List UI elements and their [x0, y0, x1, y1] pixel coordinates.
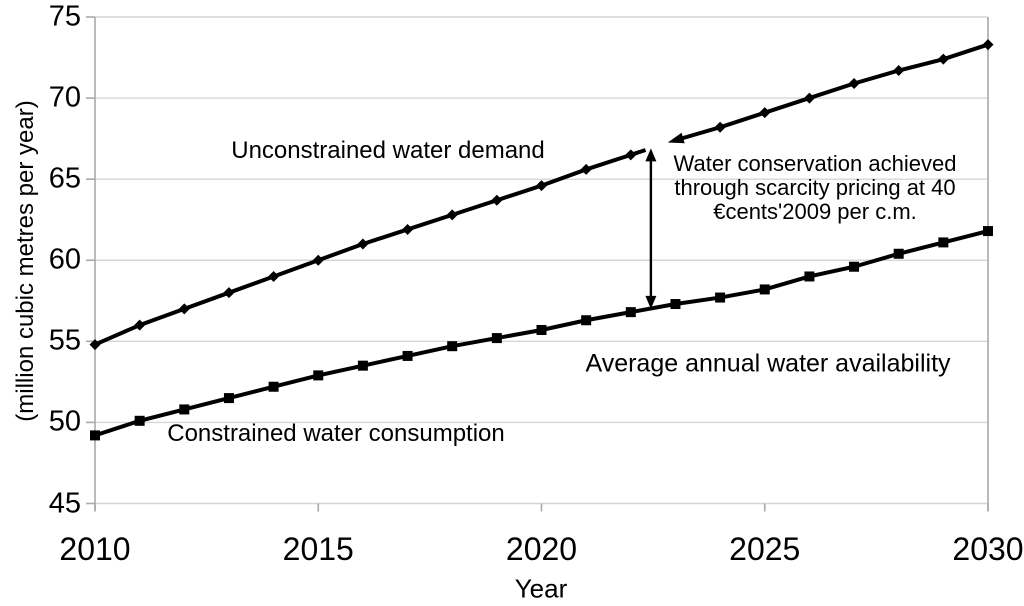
square-marker: [670, 299, 681, 310]
diamond-marker: [536, 180, 547, 192]
y-tick-label-45: 45: [48, 487, 81, 519]
conservation-annotation-line-3: €cents'2009 per c.m.: [713, 199, 917, 224]
square-marker: [179, 404, 190, 415]
diamond-marker: [89, 339, 101, 351]
square-marker: [491, 333, 502, 344]
diamond-marker: [312, 254, 324, 266]
diamond-marker: [178, 303, 190, 315]
square-marker: [447, 341, 458, 352]
conservation-annotation-line-2: through scarcity pricing at 40: [674, 175, 956, 200]
x-tick-label-2030: 2030: [952, 531, 1024, 567]
y-tick-label-65: 65: [48, 162, 81, 195]
square-marker: [983, 226, 993, 237]
square-marker: [134, 415, 145, 426]
diamond-marker: [446, 209, 458, 221]
diamond-marker: [223, 287, 235, 299]
demand-polyline-right: [674, 42, 989, 143]
y-axis-title: (million cubic metres per year): [12, 100, 39, 422]
square-marker: [759, 284, 770, 295]
diamond-marker: [357, 238, 369, 250]
consumption-line: [90, 226, 993, 441]
x-tick-label-2010: 2010: [59, 531, 131, 567]
consumption-series-label: Constrained water consumption: [167, 420, 505, 447]
x-axis-title: Year: [514, 573, 568, 604]
square-marker: [90, 430, 100, 441]
line-resume-arrowhead: [667, 132, 685, 144]
availability-label: Average annual water availability: [585, 349, 951, 378]
square-marker: [223, 393, 234, 404]
square-marker: [715, 292, 726, 303]
square-marker: [849, 261, 860, 272]
x-tick-label-2020: 2020: [505, 531, 578, 567]
square-marker: [804, 271, 815, 282]
arrowhead-down: [645, 295, 657, 309]
y-tick-label-50: 50: [48, 405, 81, 438]
square-marker: [536, 324, 547, 335]
conservation-annotation-line-1: Water conservation achieved: [673, 151, 957, 176]
conservation-annotation: Water conservation achieved through scar…: [674, 152, 957, 224]
diamond-marker: [803, 92, 815, 104]
diamond-marker: [759, 107, 771, 119]
y-tick-label-55: 55: [48, 324, 81, 357]
diamond-marker: [134, 319, 146, 331]
square-marker: [402, 350, 413, 361]
diamond-marker: [848, 77, 860, 89]
conservation-gap-arrow: [645, 148, 657, 309]
square-marker: [893, 248, 904, 259]
x-tick-label-2015: 2015: [282, 531, 354, 567]
diamond-marker: [893, 65, 905, 77]
demand-line: [89, 39, 994, 351]
demand-polyline-left: [94, 148, 647, 347]
diamond-marker: [268, 270, 280, 282]
diamond-marker: [714, 121, 726, 133]
square-marker: [938, 237, 949, 248]
diamond-marker: [625, 149, 637, 161]
x-tick-label-2025: 2025: [729, 531, 801, 567]
diamond-marker: [491, 194, 503, 206]
diamond-marker: [580, 163, 592, 175]
demand-series-label: Unconstrained water demand: [231, 137, 545, 164]
y-tick-label-75: 75: [48, 0, 81, 33]
square-marker: [625, 307, 636, 318]
gridlines: [95, 16, 988, 505]
square-marker: [357, 360, 368, 371]
square-marker: [268, 381, 279, 392]
arrowhead-up: [645, 148, 657, 162]
y-tick-label-70: 70: [48, 81, 81, 114]
diamond-marker: [982, 39, 994, 51]
axes: [86, 16, 989, 512]
square-marker: [313, 370, 324, 381]
diamond-marker: [402, 223, 414, 235]
square-marker: [581, 315, 592, 326]
diamond-marker: [937, 53, 949, 65]
y-tick-label-60: 60: [48, 243, 81, 276]
